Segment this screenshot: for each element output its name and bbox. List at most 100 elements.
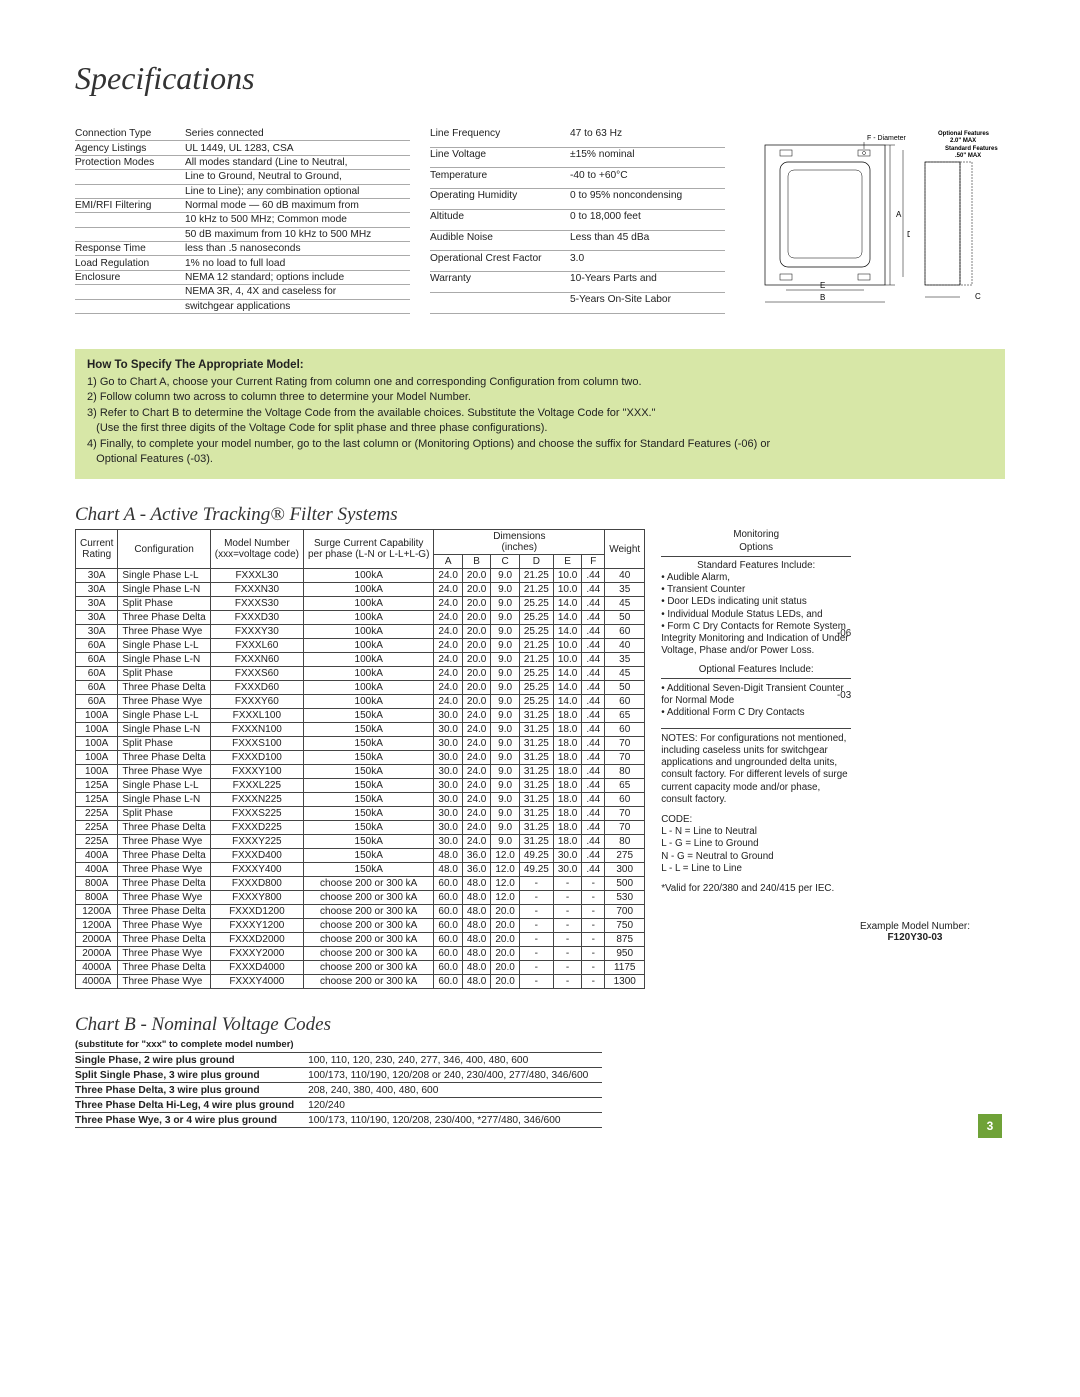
dim-f: F - Diameter [867, 135, 907, 142]
code-line: N - G = Neutral to Ground [661, 851, 851, 863]
svg-text:2.0" MAX: 2.0" MAX [950, 138, 976, 144]
table-row: 100AThree Phase DeltaFXXXD100150kA30.024… [76, 751, 645, 765]
spec-row: NEMA 3R, 4, 4X and caseless for [75, 285, 410, 299]
howto-line: 4) Finally, to complete your model numbe… [87, 437, 993, 452]
howto-line: 1) Go to Chart A, choose your Current Ra… [87, 375, 993, 390]
svg-text:.50" MAX: .50" MAX [955, 153, 981, 159]
list-item: Audible Alarm, [661, 572, 851, 584]
table-row: 4000AThree Phase WyeFXXXY4000choose 200 … [76, 975, 645, 989]
table-row: 2000AThree Phase DeltaFXXXD2000choose 20… [76, 933, 645, 947]
howto-line: 3) Refer to Chart B to determine the Vol… [87, 406, 993, 421]
howto-box: How To Specify The Appropriate Model: 1)… [75, 349, 1005, 479]
code-line: L - N = Line to Neutral [661, 826, 851, 838]
spec-row: switchgear applications [75, 299, 410, 313]
spec-row: Line Voltage±15% nominal [430, 147, 725, 168]
table-row: 125ASingle Phase L-LFXXXL225150kA30.024.… [76, 779, 645, 793]
chart-a-table: Current RatingConfigurationModel Number … [75, 529, 645, 989]
spec-row: Temperature-40 to +60°C [430, 168, 725, 189]
specs-table-left: Connection TypeSeries connectedAgency Li… [75, 127, 410, 314]
table-row: Split Single Phase, 3 wire plus ground10… [75, 1068, 602, 1083]
opt-title: Optional Features Include: [661, 662, 851, 679]
table-row: 400AThree Phase DeltaFXXXD400150kA48.036… [76, 849, 645, 863]
table-row: 60AThree Phase WyeFXXXY60100kA24.020.09.… [76, 695, 645, 709]
spec-row: Connection TypeSeries connected [75, 127, 410, 141]
page-number: 3 [978, 1114, 1002, 1138]
list-item: Door LEDs indicating unit status [661, 596, 851, 608]
specs-table-right: Line Frequency47 to 63 HzLine Voltage±15… [430, 127, 725, 314]
howto-line: 2) Follow column two across to column th… [87, 390, 993, 405]
table-row: 100AThree Phase WyeFXXXY100150kA30.024.0… [76, 765, 645, 779]
dim-e: E [820, 281, 825, 290]
mon-header: Monitoring Options [661, 529, 851, 556]
table-row: 30ASingle Phase L-NFXXXN30100kA24.020.09… [76, 583, 645, 597]
howto-line: (Use the first three digits of the Volta… [87, 421, 993, 436]
table-row: 1200AThree Phase WyeFXXXY1200choose 200 … [76, 919, 645, 933]
table-row: Single Phase, 2 wire plus ground100, 110… [75, 1053, 602, 1068]
spec-row: Warranty10-Years Parts and [430, 272, 725, 293]
table-row: 30ASingle Phase L-LFXXXL30100kA24.020.09… [76, 569, 645, 583]
howto-line: Optional Features (-03). [87, 452, 993, 467]
spec-row: Audible NoiseLess than 45 dBa [430, 230, 725, 251]
table-row: Three Phase Delta Hi-Leg, 4 wire plus gr… [75, 1098, 602, 1113]
spec-row: Line to Line); any combination optional [75, 184, 410, 198]
valid-note: *Valid for 220/380 and 240/415 per IEC. [661, 883, 851, 895]
spec-row: EnclosureNEMA 12 standard; options inclu… [75, 270, 410, 284]
spec-row: 10 kHz to 500 MHz; Common mode [75, 213, 410, 227]
spec-row: Protection ModesAll modes standard (Line… [75, 155, 410, 169]
howto-title: How To Specify The Appropriate Model: [87, 357, 993, 373]
spec-row: Response Timeless than .5 nanoseconds [75, 242, 410, 256]
page-title: Specifications [75, 60, 1005, 97]
table-row: 225ASplit PhaseFXXXS225150kA30.024.09.03… [76, 807, 645, 821]
spec-row: EMI/RFI FilteringNormal mode — 60 dB max… [75, 198, 410, 212]
table-row: 4000AThree Phase DeltaFXXXD4000choose 20… [76, 961, 645, 975]
table-row: 100ASingle Phase L-LFXXXL100150kA30.024.… [76, 709, 645, 723]
table-row: Three Phase Delta, 3 wire plus ground208… [75, 1083, 602, 1098]
list-item: Additional Form C Dry Contacts [661, 707, 851, 719]
mon-notes: NOTES: For configurations not mentioned,… [661, 728, 851, 806]
monitoring-panel: Monitoring Options Standard Features Inc… [661, 529, 851, 895]
std-feat-label: Standard Features [945, 146, 998, 152]
example-model: Example Model Number: F120Y30-03 [860, 921, 970, 943]
chart-a-title: Chart A - Active Tracking® Filter System… [75, 504, 1005, 526]
spec-row: 50 dB maximum from 10 kHz to 500 MHz [75, 227, 410, 241]
dim-d: D [907, 230, 910, 239]
std-title: Standard Features Include: [661, 560, 851, 572]
list-item: Additional Seven-Digit Transient Counter… [661, 683, 851, 707]
table-row: 60ASingle Phase L-LFXXXL60100kA24.020.09… [76, 639, 645, 653]
table-row: 30AThree Phase DeltaFXXXD30100kA24.020.0… [76, 611, 645, 625]
chart-b-table: Single Phase, 2 wire plus ground100, 110… [75, 1052, 602, 1128]
dim-b: B [820, 293, 825, 302]
code-title: CODE: [661, 814, 851, 826]
chart-b-title: Chart B - Nominal Voltage Codes [75, 1014, 602, 1036]
spec-row: Operational Crest Factor3.0 [430, 251, 725, 272]
spec-row: Line Frequency47 to 63 Hz [430, 127, 725, 147]
table-row: 225AThree Phase DeltaFXXXD225150kA30.024… [76, 821, 645, 835]
chart-b-sub: (substitute for "xxx" to complete model … [75, 1039, 602, 1050]
spec-row: 5-Years On-Site Labor [430, 293, 725, 314]
table-row: 60ASplit PhaseFXXXS60100kA24.020.09.025.… [76, 667, 645, 681]
table-row: 100ASplit PhaseFXXXS100150kA30.024.09.03… [76, 737, 645, 751]
howto-lines: 1) Go to Chart A, choose your Current Ra… [87, 375, 993, 467]
table-row: 800AThree Phase WyeFXXXY800choose 200 or… [76, 891, 645, 905]
dim-c: C [975, 292, 981, 301]
list-item: Individual Module Status LEDs, and [661, 609, 851, 621]
table-row: 1200AThree Phase DeltaFXXXD1200choose 20… [76, 905, 645, 919]
spec-row: Operating Humidity0 to 95% noncondensing [430, 189, 725, 210]
table-row: 400AThree Phase WyeFXXXY400150kA48.036.0… [76, 863, 645, 877]
table-row: 30AThree Phase WyeFXXXY30100kA24.020.09.… [76, 625, 645, 639]
table-row: 60ASingle Phase L-NFXXXN60100kA24.020.09… [76, 653, 645, 667]
table-row: 125ASingle Phase L-NFXXXN225150kA30.024.… [76, 793, 645, 807]
list-item: Transient Counter [661, 584, 851, 596]
table-row: 100ASingle Phase L-NFXXXN100150kA30.024.… [76, 723, 645, 737]
table-row: 60AThree Phase DeltaFXXXD60100kA24.020.0… [76, 681, 645, 695]
table-row: 30ASplit PhaseFXXXS30100kA24.020.09.025.… [76, 597, 645, 611]
code-line: L - G = Line to Ground [661, 838, 851, 850]
table-row: 225AThree Phase WyeFXXXY225150kA30.024.0… [76, 835, 645, 849]
opt-feat-label: Optional Features [938, 131, 990, 137]
spec-row: Load Regulation1% no load to full load [75, 256, 410, 270]
table-row: 2000AThree Phase WyeFXXXY2000choose 200 … [76, 947, 645, 961]
code-line: L - L = Line to Line [661, 863, 851, 875]
table-row: Three Phase Wye, 3 or 4 wire plus ground… [75, 1113, 602, 1128]
spec-row: Altitude0 to 18,000 feet [430, 209, 725, 230]
spec-row: Agency ListingsUL 1449, UL 1283, CSA [75, 141, 410, 155]
